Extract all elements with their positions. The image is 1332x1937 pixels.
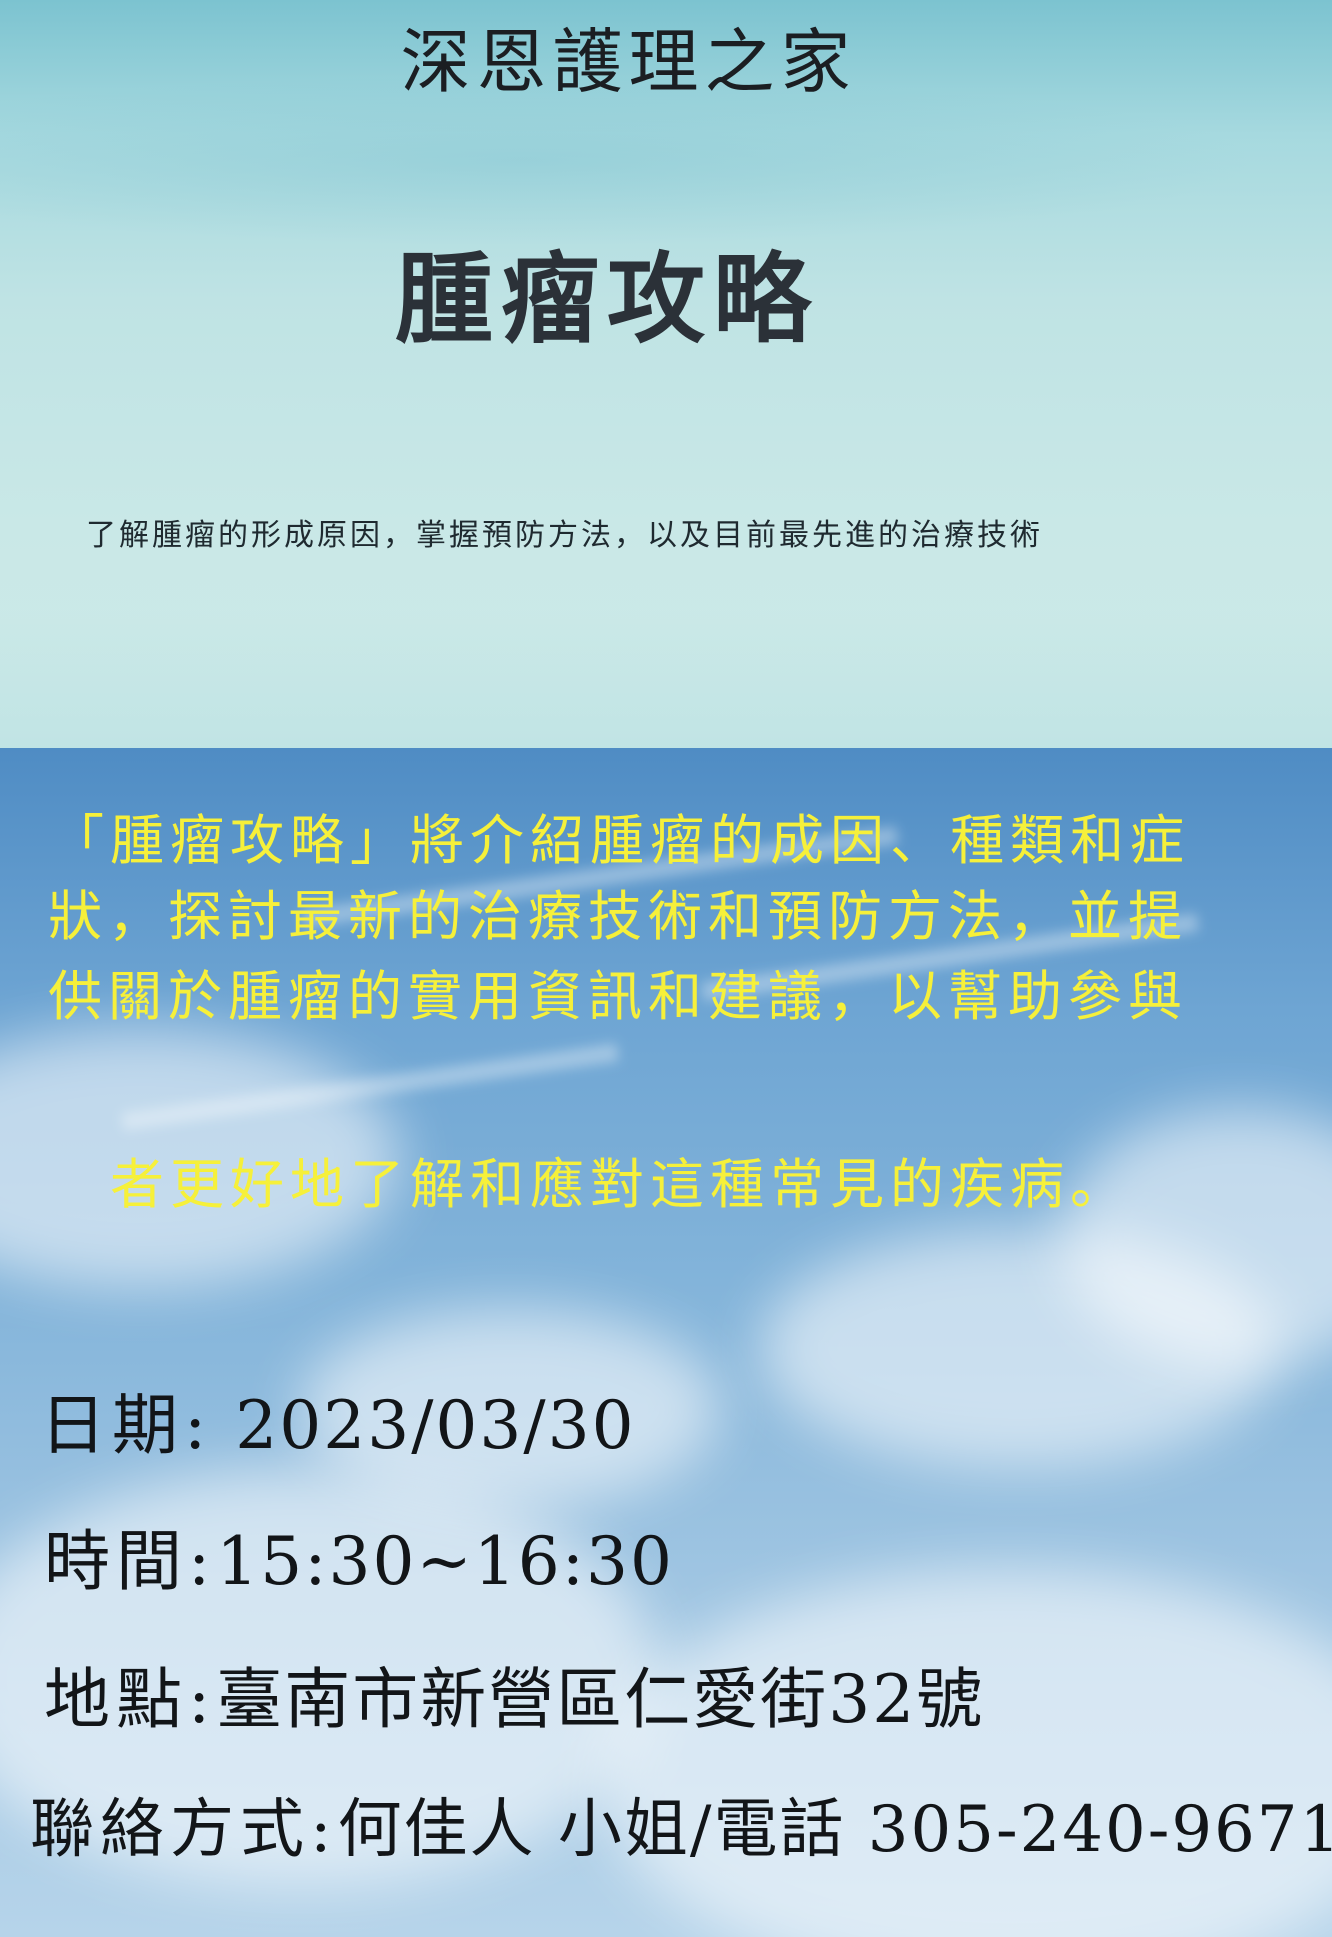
cloud bbox=[0, 1468, 660, 1888]
event-contact: 聯絡方式:何佳人 小姐/電話 305-240-9671 bbox=[30, 1778, 1332, 1870]
description-line: 供關於腫瘤的實用資訊和建議，以幫助參與 bbox=[48, 965, 1188, 1028]
event-date: 日期: 2023/03/30 bbox=[40, 1372, 636, 1468]
watercolor-header-background bbox=[0, 0, 1332, 748]
page-title: 腫瘤攻略 bbox=[395, 242, 820, 357]
event-place: 地點:臺南市新營區仁愛街32號 bbox=[44, 1646, 984, 1742]
contact-value: 何佳人 小姐/電話 305-240-9671 bbox=[337, 1793, 1332, 1867]
cloud bbox=[300, 1308, 720, 1508]
time-value: 15:30~16:30 bbox=[216, 1523, 674, 1600]
cloud bbox=[0, 1028, 400, 1288]
subtitle: 了解腫瘤的形成原因，掌握預防方法，以及目前最先進的治療技術 bbox=[86, 518, 1043, 553]
organization-name: 深恩護理之家 bbox=[400, 21, 857, 103]
description-line: 狀，探討最新的治療技術和預防方法，並提 bbox=[48, 885, 1188, 948]
cloud bbox=[600, 1568, 1332, 1937]
place-value: 臺南市新營區仁愛街32號 bbox=[216, 1661, 985, 1738]
date-label: 日期: bbox=[40, 1387, 213, 1464]
cloud bbox=[1060, 1108, 1332, 1368]
description-line: 「腫瘤攻略」將介紹腫瘤的成因、種類和症 bbox=[50, 809, 1190, 872]
date-value: 2023/03/30 bbox=[212, 1387, 636, 1464]
sky-background bbox=[0, 748, 1332, 1937]
contact-label: 聯絡方式: bbox=[30, 1793, 338, 1867]
place-label: 地點: bbox=[44, 1661, 217, 1738]
event-time: 時間:15:30~16:30 bbox=[44, 1508, 674, 1604]
description-line: 者更好地了解和應對這種常見的疾病。 bbox=[110, 1153, 1130, 1216]
time-label: 時間: bbox=[44, 1523, 217, 1600]
